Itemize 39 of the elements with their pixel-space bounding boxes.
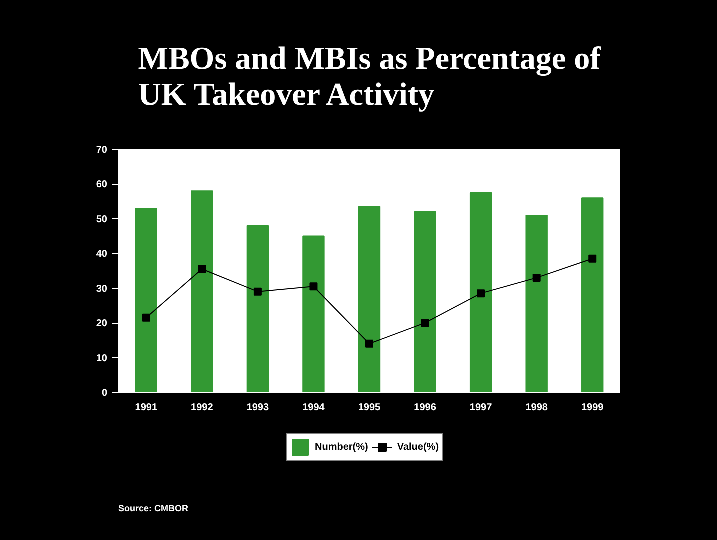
- y-tick-label: 60: [96, 180, 108, 191]
- x-tick-label: 1997: [470, 402, 493, 414]
- bar: [191, 190, 214, 392]
- point: [310, 282, 318, 291]
- legend-label: Number(%): [315, 442, 368, 452]
- point: [254, 288, 262, 296]
- y-tick-label: 10: [96, 353, 108, 364]
- point: [198, 265, 206, 274]
- point: [588, 254, 597, 263]
- y-tick-label: 40: [96, 249, 108, 260]
- legend-label: Value(%): [397, 442, 440, 452]
- y-tick-label: 20: [96, 318, 108, 330]
- point: [421, 319, 430, 328]
- source-note: Source: CMBOR: [118, 504, 190, 514]
- bar: [526, 214, 548, 392]
- bar: [414, 211, 436, 392]
- point: [142, 314, 150, 322]
- y-tick-label: 50: [96, 214, 108, 226]
- y-tick-label: 0: [102, 388, 108, 399]
- x-tick-label: 1996: [414, 402, 437, 414]
- x-tick-label: 1994: [302, 402, 326, 414]
- point: [366, 340, 374, 348]
- y-tick-label: 30: [96, 284, 108, 295]
- bar: [582, 198, 604, 392]
- chart-title: MBOs and MBIs as Percentage of UK Takeover Activity: [138, 40, 602, 112]
- x-tick-label: 1995: [358, 402, 382, 414]
- bar: [302, 236, 325, 392]
- x-tick-label: 1991: [135, 402, 158, 414]
- x-tick-label: 1999: [581, 402, 604, 414]
- bar: [358, 206, 381, 392]
- point: [477, 290, 486, 298]
- bar: [135, 208, 158, 392]
- x-tick-label: 1998: [526, 402, 548, 414]
- bar: [470, 192, 492, 392]
- x-tick-label: 1992: [191, 402, 214, 414]
- point: [532, 274, 541, 282]
- bar: [246, 225, 270, 392]
- y-tick-label: 70: [96, 145, 108, 156]
- x-tick-label: 1993: [246, 402, 270, 414]
